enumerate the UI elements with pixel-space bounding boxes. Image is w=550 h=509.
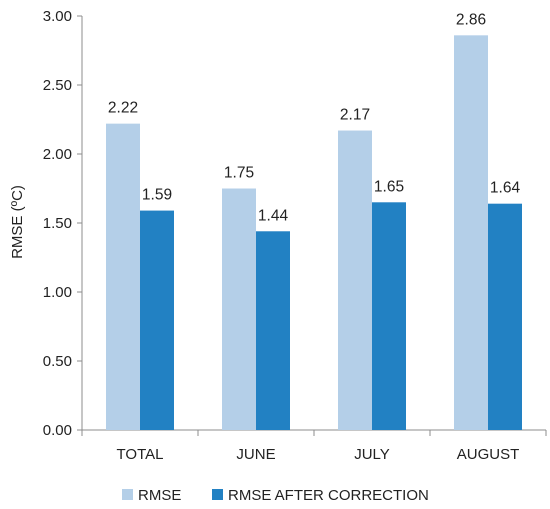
bar-rmse-after-correction (140, 210, 174, 430)
data-label: 2.17 (340, 107, 370, 124)
bar-rmse (338, 130, 372, 431)
bar-rmse-after-correction (488, 203, 522, 430)
data-label: 1.44 (258, 207, 289, 224)
bar-rmse-after-correction (256, 231, 290, 430)
y-tick-label: 1.00 (43, 284, 72, 301)
y-tick-label: 0.00 (43, 422, 72, 439)
x-category-label: TOTAL (117, 446, 164, 463)
data-label: 1.65 (374, 178, 404, 195)
data-label: 2.22 (108, 100, 138, 117)
x-category-label: JULY (354, 446, 390, 463)
y-tick-label: 3.00 (43, 8, 72, 25)
x-category-label: JUNE (236, 446, 275, 463)
data-label: 1.59 (142, 187, 172, 204)
x-category-label: AUGUST (457, 446, 520, 463)
data-label: 2.86 (456, 11, 486, 28)
legend: RMSE RMSE AFTER CORRECTION (122, 487, 429, 504)
bar-rmse-after-correction (372, 202, 406, 430)
bar-rmse (106, 123, 140, 430)
legend-swatch (212, 489, 223, 500)
bar-rmse (454, 35, 488, 430)
y-tick-label: 2.00 (43, 146, 72, 163)
y-tick-label: 2.50 (43, 77, 72, 94)
data-label: 1.75 (224, 165, 254, 182)
y-tick-label: 1.50 (43, 215, 72, 232)
bar-rmse (222, 188, 256, 430)
legend-label: RMSE (138, 487, 181, 504)
data-label: 1.64 (490, 180, 521, 197)
legend-swatch (122, 489, 133, 500)
y-tick-label: 0.50 (43, 353, 72, 370)
legend-label: RMSE AFTER CORRECTION (228, 487, 429, 504)
y-axis-label: RMSE (ºC) (9, 185, 26, 259)
